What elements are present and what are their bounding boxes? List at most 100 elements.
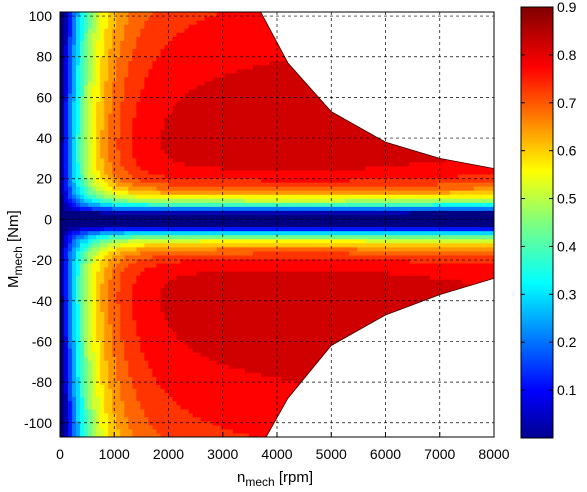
efficiency-cell [160,299,166,305]
efficiency-cell [84,36,89,41]
efficiency-cell [184,392,190,398]
efficiency-cell [244,267,250,272]
efficiency-cell [196,250,202,256]
efficiency-cell [180,149,186,155]
efficiency-cell [104,24,109,29]
efficiency-cell [148,230,154,236]
efficiency-cell [240,202,246,207]
efficiency-cell [64,234,69,240]
efficiency-cell [136,291,141,296]
efficiency-cell [144,364,150,369]
efficiency-cell [112,92,117,98]
efficiency-cell [160,190,166,195]
efficiency-cell [168,149,174,155]
efficiency-cell [132,109,137,114]
efficiency-cell [236,428,242,434]
efficiency-cell [136,68,141,74]
efficiency-cell [120,218,125,224]
efficiency-cell [68,258,73,264]
efficiency-cell [204,165,210,171]
efficiency-cell [72,303,77,309]
efficiency-cell [156,307,162,313]
efficiency-cell [176,226,182,232]
efficiency-cell [128,210,133,215]
efficiency-cell [160,218,166,224]
efficiency-cell [160,279,166,284]
efficiency-cell [224,28,230,33]
efficiency-cell [104,376,109,381]
efficiency-cell [232,129,238,135]
efficiency-cell [232,323,238,329]
efficiency-cell [240,250,246,256]
efficiency-cell [200,80,206,86]
efficiency-cell [232,380,238,385]
efficiency-cell [224,194,230,199]
efficiency-cell [156,428,162,434]
efficiency-cell [68,84,73,90]
efficiency-cell [180,384,186,390]
efficiency-cell [188,352,194,357]
efficiency-cell [164,214,170,220]
efficiency-cell [152,133,158,139]
efficiency-cell [216,97,222,102]
efficiency-cell [192,368,198,373]
efficiency-cell [140,157,145,163]
efficiency-cell [136,141,141,147]
efficiency-cell [140,323,145,329]
efficiency-cell [180,173,186,179]
efficiency-cell [232,283,238,288]
efficiency-cell [248,222,254,228]
efficiency-cell [216,60,222,66]
efficiency-cell [216,64,222,70]
efficiency-cell [60,319,65,325]
efficiency-cell [68,327,73,333]
efficiency-cell [132,323,137,329]
efficiency-cell [88,364,93,369]
efficiency-cell [96,177,101,183]
efficiency-cell [68,356,73,361]
efficiency-cell [200,161,206,167]
efficiency-cell [100,20,105,25]
efficiency-cell [248,291,254,296]
efficiency-cell [84,16,89,21]
efficiency-cell [220,271,226,276]
efficiency-cell [180,113,186,118]
efficiency-cell [244,311,250,317]
efficiency-cell [244,56,250,62]
efficiency-cell [184,230,190,236]
efficiency-cell [152,331,158,337]
efficiency-cell [208,412,214,418]
efficiency-cell [120,246,125,252]
efficiency-cell [232,222,238,228]
efficiency-cell [72,432,77,437]
efficiency-cell [124,44,129,50]
efficiency-cell [192,137,198,143]
efficiency-cell [84,323,89,329]
efficiency-cell [160,360,166,365]
efficiency-cell [168,356,174,361]
efficiency-cell [232,428,238,434]
efficiency-cell [88,295,93,300]
efficiency-cell [84,299,89,305]
efficiency-cell [112,380,117,385]
efficiency-cell [176,412,182,418]
efficiency-cell [160,368,166,373]
efficiency-cell [124,234,129,240]
efficiency-cell [132,88,137,94]
efficiency-cell [184,173,190,179]
efficiency-cell [64,121,69,126]
efficiency-cell [88,238,93,244]
efficiency-cell [212,24,218,29]
efficiency-cell [168,226,174,232]
efficiency-cell [176,287,182,292]
efficiency-cell [244,291,250,296]
efficiency-cell [160,226,166,232]
efficiency-cell [92,32,97,37]
efficiency-cell [104,364,109,369]
efficiency-cell [132,56,137,62]
efficiency-cell [128,388,133,394]
efficiency-cell [212,214,218,220]
efficiency-cell [64,327,69,333]
efficiency-cell [224,323,230,329]
efficiency-cell [184,149,190,155]
